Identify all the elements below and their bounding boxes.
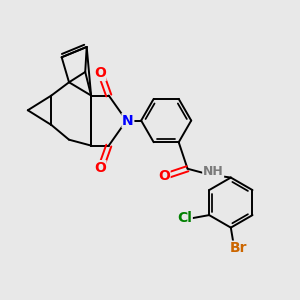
Text: Br: Br	[230, 241, 247, 255]
Text: NH: NH	[203, 165, 224, 178]
Text: O: O	[158, 169, 170, 183]
Text: Cl: Cl	[177, 211, 192, 225]
Text: O: O	[94, 161, 106, 175]
Text: O: O	[94, 66, 106, 80]
Text: N: N	[122, 114, 134, 128]
